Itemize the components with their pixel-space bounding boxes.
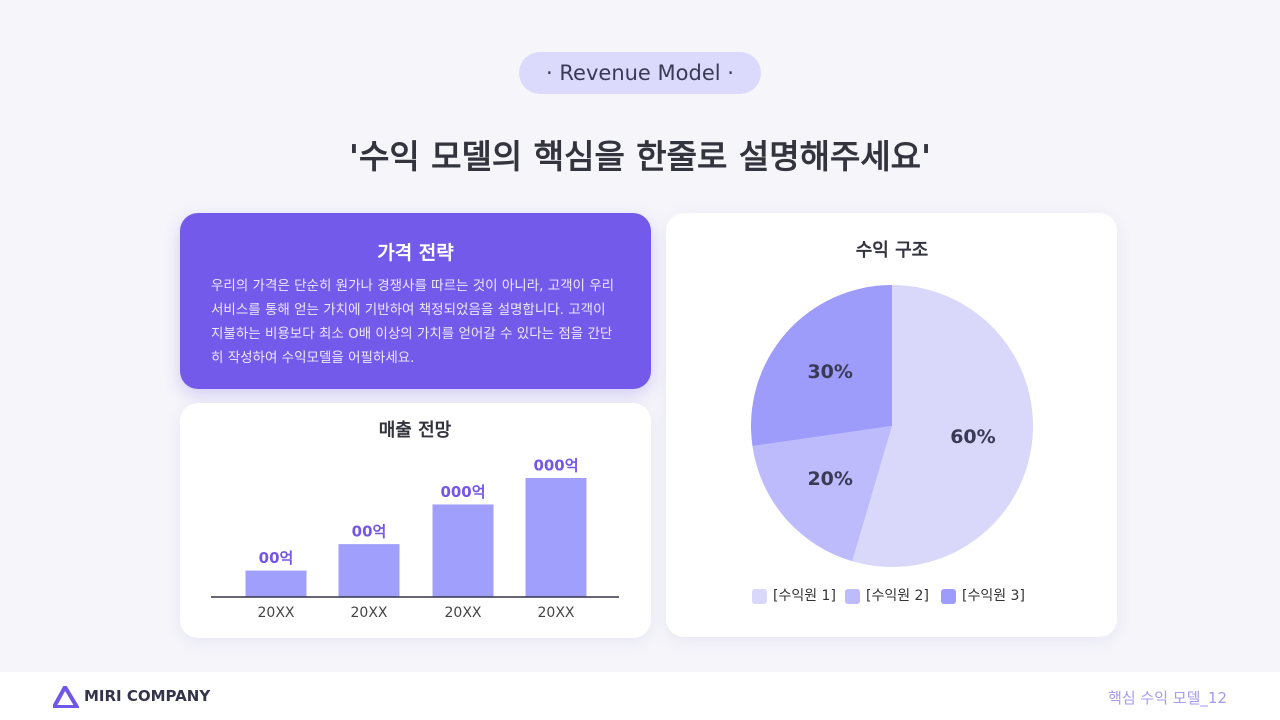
logo: [53, 686, 79, 708]
card-title: 가격 전략: [377, 242, 454, 264]
tag: · Revenue Model ·: [519, 52, 761, 94]
footer: MIRI COMPANY 핵심 수익 모델_12: [0, 672, 1280, 720]
brand: MIRI COMPANY: [84, 687, 211, 705]
price-card: 가격 전략 우리의 가격은 단순히 원가나 경쟁사를 따르는 것이 아니라, 고…: [180, 213, 651, 389]
card-body: 우리의 가격은 단순히 원가나 경쟁사를 따르는 것이 아니라, 고객이 우리 …: [211, 278, 615, 366]
page-title: '수익 모델의 핵심을 한줄로 설명해주세요': [348, 137, 932, 176]
bar-card: [180, 403, 651, 638]
page-number: 핵심 수익 모델_12: [1108, 689, 1227, 707]
pie-card: [666, 213, 1117, 637]
